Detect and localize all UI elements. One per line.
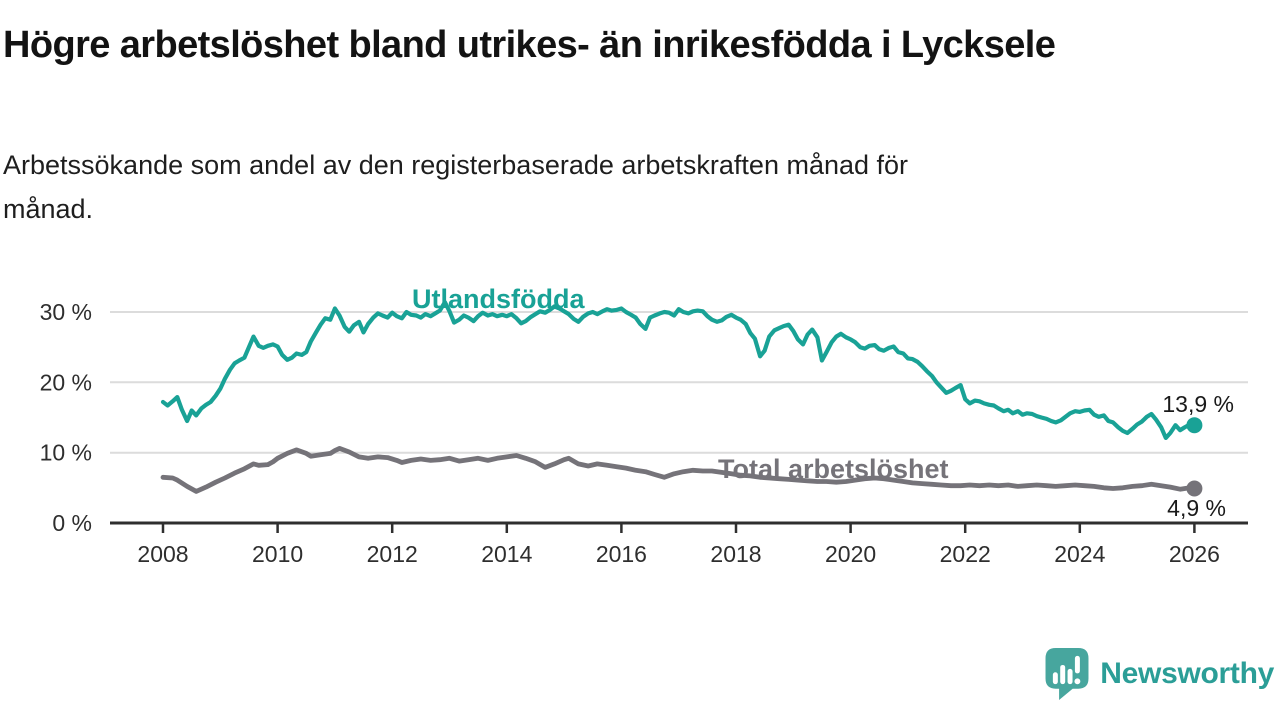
chart-subtitle-line-1: Arbetssökande som andel av den registerb… [3,150,909,180]
y-tick-label-20: 20 % [40,369,92,395]
series-end-dot-total-arbetsl-shet [1186,480,1203,497]
logo-bar-tall [1060,664,1066,685]
newsworthy-wordmark: Newsworthy [1100,657,1274,690]
series-line-utlandsf-dda [160,300,1197,440]
series-end-value-total-arbetsl-shet: 4,9 % [1167,495,1226,521]
chart-subtitle-line-2: månad. [3,194,94,224]
page-title: Högre arbetslöshet bland utrikes- än inr… [3,24,1056,66]
x-tick-label-2018: 2018 [710,541,761,567]
y-tick-label-30: 30 % [40,299,92,325]
y-tick-label-0: 0 % [52,510,92,536]
x-tick-label-2010: 2010 [252,541,303,567]
x-tick-label-2008: 2008 [137,541,188,567]
logo-bar-short [1053,672,1059,685]
series-end-dot-utlandsf-dda [1186,417,1203,434]
chart-subtitle: Arbetssökande som andel av den registerb… [3,143,908,231]
logo-exclamation-bar [1075,655,1081,674]
x-tick-label-2020: 2020 [825,541,876,567]
logo-exclamation-dot [1074,678,1081,685]
x-tick-label-2026: 2026 [1169,541,1220,567]
unemployment-line-chart: 0 % 10 % 20 % 30 % 2008 2010 2012 2014 2016 2018 2… [40,284,1248,567]
series-end-value-utlandsf-dda: 13,9 % [1162,391,1234,417]
x-tick-label-2012: 2012 [367,541,418,567]
x-tick-label-2016: 2016 [596,541,647,567]
x-tick-label-2024: 2024 [1054,541,1105,567]
series-label-utlandsf-dda: Utlandsfödda [412,284,585,314]
logo-bar-medium [1067,668,1073,685]
newsworthy-logo-icon [1045,648,1089,700]
newsworthy-brand: Newsworthy [1045,648,1274,700]
x-tick-label-2022: 2022 [940,541,991,567]
y-tick-label-10: 10 % [40,440,92,466]
series-label-total-arbetsl-shet: Total arbetslöshet [718,454,949,484]
x-tick-label-2014: 2014 [481,541,532,567]
series-line-total-arbetsl-shet [160,445,1197,494]
